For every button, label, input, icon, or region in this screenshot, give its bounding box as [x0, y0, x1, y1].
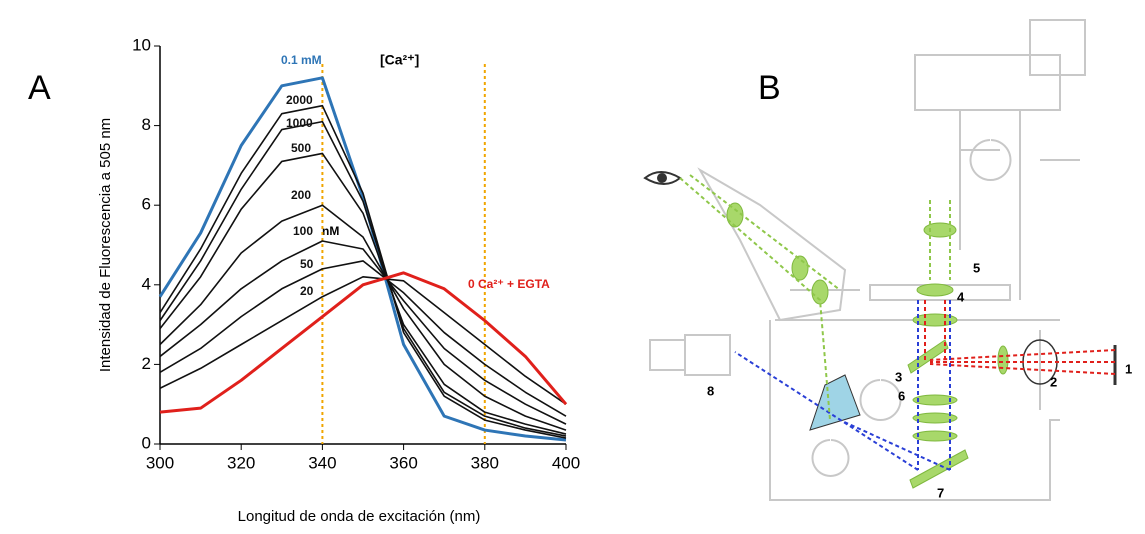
lens — [912, 394, 958, 406]
series-label: 2000 — [286, 93, 313, 107]
series-label: 500 — [291, 141, 311, 155]
y-tick-label: 0 — [142, 433, 151, 452]
series-line — [159, 260, 567, 417]
lens — [811, 279, 829, 305]
lens — [912, 430, 958, 442]
y-tick-label: 10 — [132, 35, 151, 54]
series-line — [159, 120, 567, 437]
x-tick-label: 320 — [227, 453, 255, 472]
series-line — [159, 240, 567, 425]
excitation-path — [924, 300, 1116, 375]
series-label: 0 Ca²⁺ + EGTA — [468, 277, 550, 291]
series-label: 0.1 mM — [281, 53, 322, 67]
visual-path — [679, 174, 951, 421]
series-label: 200 — [291, 188, 311, 202]
diagram-label: 6 — [898, 388, 905, 403]
y-tick-label: 2 — [142, 354, 151, 373]
housing — [914, 54, 1061, 111]
camera-body — [684, 334, 731, 376]
y-tick-label: 4 — [142, 274, 151, 293]
x-tick-label: 360 — [389, 453, 417, 472]
diagram-label: 1 — [1125, 361, 1132, 376]
y-tick-label: 8 — [142, 115, 151, 134]
x-tick-label: 340 — [308, 453, 336, 472]
series-label: 100 — [293, 224, 313, 238]
diagram-label: 8 — [707, 383, 714, 398]
x-tick-label: 300 — [146, 453, 174, 472]
series-line — [158, 76, 567, 442]
y-tick-label: 6 — [142, 195, 151, 214]
eyepiece-tube — [697, 167, 847, 322]
lens — [912, 412, 958, 424]
series-label: 50 — [300, 257, 314, 271]
x-tick-label: 380 — [471, 453, 499, 472]
series-line — [159, 152, 567, 435]
panel-label: A — [28, 69, 51, 107]
lens — [916, 283, 954, 297]
x-tick-label: 400 — [552, 453, 580, 472]
diagram-label: 5 — [973, 260, 980, 275]
series-line — [159, 204, 567, 431]
emission-path — [734, 300, 951, 471]
dichroic — [907, 339, 949, 374]
lamp-housing — [1029, 19, 1086, 76]
annotation: nM — [322, 224, 339, 238]
panel-label: B — [758, 69, 781, 107]
annotation: [Ca²⁺] — [380, 52, 419, 68]
y-axis-label: Intensidad de Fluorescencia a 505 nm — [97, 118, 114, 372]
series-line — [159, 276, 567, 405]
series-line — [159, 271, 568, 414]
diagram-label: 3 — [895, 369, 902, 384]
pupil — [657, 173, 667, 183]
x-axis-label: Longitud de onda de excitación (nm) — [238, 508, 481, 525]
series-label: 1000 — [286, 116, 313, 130]
diagram-label: 2 — [1050, 374, 1057, 389]
diagram-label: 7 — [937, 485, 944, 500]
stand — [959, 110, 1080, 300]
mirror — [909, 449, 969, 489]
diagram-label: 4 — [957, 289, 965, 304]
microscope-diagram — [643, 19, 1117, 501]
prism — [809, 374, 861, 431]
camera — [649, 339, 686, 371]
lens — [997, 345, 1009, 375]
series-label: 20 — [300, 284, 314, 298]
series-line — [159, 104, 567, 439]
lens — [923, 222, 957, 238]
